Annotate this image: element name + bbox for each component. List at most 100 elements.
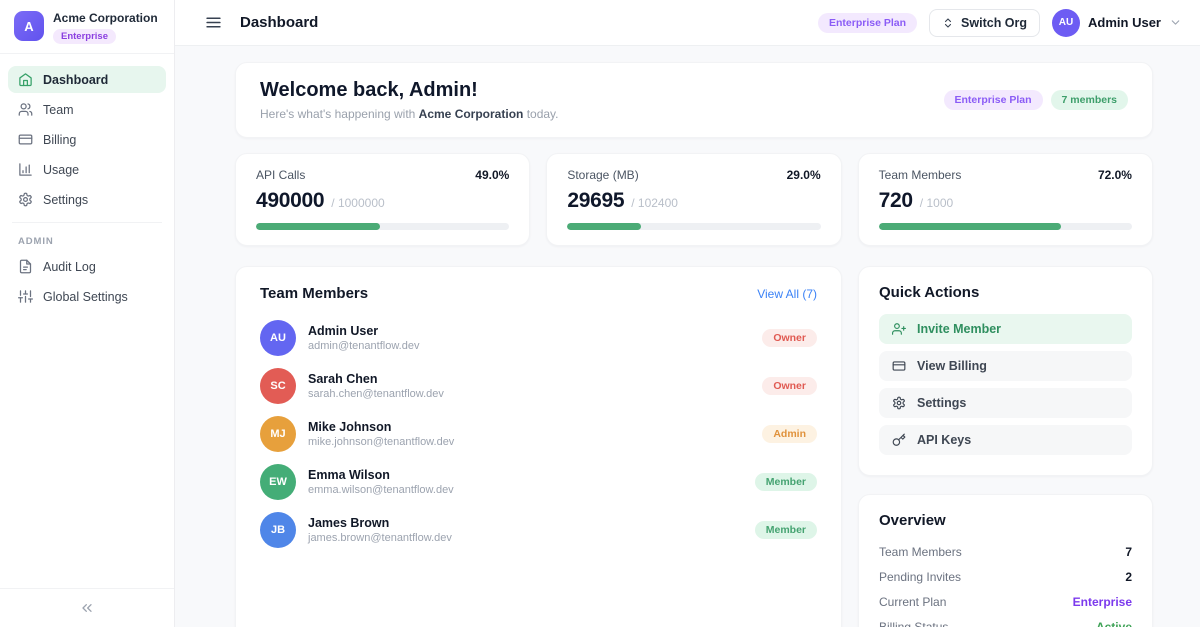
chevrons-up-down-icon — [942, 17, 954, 29]
member-role-badge: Owner — [762, 329, 817, 347]
org-name: Acme Corporation — [53, 11, 158, 25]
key-icon — [892, 433, 906, 447]
sidebar-item-label: Billing — [43, 132, 77, 147]
member-avatar: MJ — [260, 416, 296, 452]
sidebar-item-billing[interactable]: Billing — [8, 126, 166, 153]
quick-actions-title: Quick Actions — [879, 284, 980, 301]
org-avatar: A — [14, 11, 44, 41]
page-title: Dashboard — [240, 14, 319, 31]
main-area: Dashboard Enterprise Plan Switch Org AU … — [175, 0, 1200, 627]
stat-value: 720 — [878, 189, 913, 212]
member-email: mike.johnson@tenantflow.dev — [308, 436, 455, 448]
sidebar-item-global-settings[interactable]: Global Settings — [8, 283, 166, 310]
member-row[interactable]: MJ Mike Johnson mike.johnson@tenantflow.… — [260, 410, 817, 458]
welcome-title: Welcome back, Admin! — [260, 79, 478, 101]
member-email: sarah.chen@tenantflow.dev — [308, 388, 444, 400]
stat-card-storage: Storage (MB) 29.0% 29695 / 102400 — [546, 153, 842, 246]
view-billing-button[interactable]: View Billing — [879, 351, 1132, 381]
progress-fill — [878, 223, 1062, 230]
user-menu[interactable]: AU Admin User — [1052, 8, 1182, 37]
progress-bar — [256, 223, 510, 230]
file-text-icon — [18, 259, 33, 274]
header-plan-badge: Enterprise Plan — [818, 12, 918, 33]
invite-member-button[interactable]: Invite Member — [879, 314, 1132, 344]
sidebar-item-label: Usage — [43, 162, 80, 177]
sidebar-item-usage[interactable]: Usage — [8, 156, 166, 183]
member-name: Emma Wilson — [308, 468, 390, 482]
overview-row-pending-invites: Pending Invites 2 — [879, 564, 1132, 589]
welcome-members-badge: 7 members — [1050, 90, 1128, 110]
team-members-card: Team Members View All (7) AU Admin User … — [235, 266, 842, 627]
member-role-badge: Owner — [762, 377, 817, 395]
stat-total: / 102400 — [631, 196, 678, 210]
overview-title: Overview — [879, 512, 946, 529]
progress-fill — [567, 223, 641, 230]
sidebar-item-label: Global Settings — [43, 289, 128, 304]
member-email: james.brown@tenantflow.dev — [308, 532, 452, 544]
bar-chart-icon — [18, 162, 33, 177]
credit-card-icon — [892, 359, 906, 373]
member-avatar: EW — [260, 464, 296, 500]
users-icon — [18, 102, 33, 117]
member-row[interactable]: SC Sarah Chen sarah.chen@tenantflow.dev … — [260, 362, 817, 410]
member-row[interactable]: AU Admin User admin@tenantflow.dev Owner — [260, 314, 817, 362]
dashboard-content: Welcome back, Admin! Here's what's happe… — [175, 46, 1200, 627]
org-plan-badge: Enterprise — [53, 29, 116, 44]
chevron-down-icon — [1169, 16, 1182, 29]
menu-toggle-button[interactable] — [205, 14, 222, 31]
team-card-title: Team Members — [260, 285, 369, 302]
overview-value: 7 — [1125, 544, 1132, 559]
view-all-link[interactable]: View All (7) — [757, 286, 817, 301]
quick-action-label: Settings — [917, 396, 967, 410]
sidebar-item-team[interactable]: Team — [8, 96, 166, 123]
gear-icon — [892, 396, 906, 410]
overview-card: Overview Team Members 7 Pending Invites … — [858, 494, 1153, 627]
member-row[interactable]: JB James Brown james.brown@tenantflow.de… — [260, 506, 817, 554]
top-header: Dashboard Enterprise Plan Switch Org AU … — [175, 0, 1200, 46]
member-avatar: AU — [260, 320, 296, 356]
member-avatar: JB — [260, 512, 296, 548]
sidebar: A Acme Corporation Enterprise Dashboard … — [0, 0, 175, 627]
quick-actions-card: Quick Actions Invite Member View Billing — [858, 266, 1153, 476]
stat-label: Storage (MB) — [567, 168, 639, 182]
overview-row-billing-status: Billing Status Active — [879, 614, 1132, 627]
welcome-subtitle: Here's what's happening with Acme Corpor… — [260, 107, 559, 121]
overview-label: Pending Invites — [879, 569, 962, 584]
chevrons-left-icon — [79, 600, 95, 616]
user-plus-icon — [892, 322, 906, 336]
quick-action-label: API Keys — [917, 433, 972, 447]
stat-total: / 1000 — [919, 196, 954, 210]
member-role-badge: Member — [754, 473, 817, 491]
member-name: Admin User — [308, 324, 379, 338]
sidebar-item-label: Audit Log — [43, 259, 96, 274]
progress-bar — [878, 223, 1132, 230]
org-header: A Acme Corporation Enterprise — [0, 0, 174, 54]
home-icon — [18, 72, 33, 87]
sidebar-item-audit-log[interactable]: Audit Log — [8, 253, 166, 280]
sidebar-item-dashboard[interactable]: Dashboard — [8, 66, 166, 93]
stat-label: Team Members — [878, 168, 962, 182]
api-keys-button[interactable]: API Keys — [879, 425, 1132, 455]
user-name: Admin User — [1088, 15, 1161, 30]
sidebar-item-settings[interactable]: Settings — [8, 186, 166, 213]
member-name: Mike Johnson — [308, 420, 392, 434]
progress-bar — [567, 223, 821, 230]
overview-row-current-plan: Current Plan Enterprise — [879, 589, 1132, 614]
overview-value: Enterprise — [1072, 594, 1132, 609]
user-avatar: AU — [1052, 8, 1081, 37]
stat-card-team-members: Team Members 72.0% 720 / 1000 — [857, 153, 1153, 246]
switch-org-button[interactable]: Switch Org — [929, 8, 1041, 37]
credit-card-icon — [18, 132, 33, 147]
stat-percent: 29.0% — [786, 168, 821, 182]
member-role-badge: Admin — [762, 425, 817, 443]
progress-fill — [256, 223, 381, 230]
settings-button[interactable]: Settings — [879, 388, 1132, 418]
stat-label: API Calls — [256, 168, 306, 182]
stat-card-api-calls: API Calls 49.0% 490000 / 1000000 — [235, 153, 531, 246]
sidebar-item-label: Settings — [43, 192, 89, 207]
stat-percent: 72.0% — [1097, 168, 1132, 182]
member-name: James Brown — [308, 516, 390, 530]
sidebar-section-admin: ADMIN — [18, 236, 54, 247]
collapse-sidebar-button[interactable] — [79, 600, 95, 616]
member-row[interactable]: EW Emma Wilson emma.wilson@tenantflow.de… — [260, 458, 817, 506]
